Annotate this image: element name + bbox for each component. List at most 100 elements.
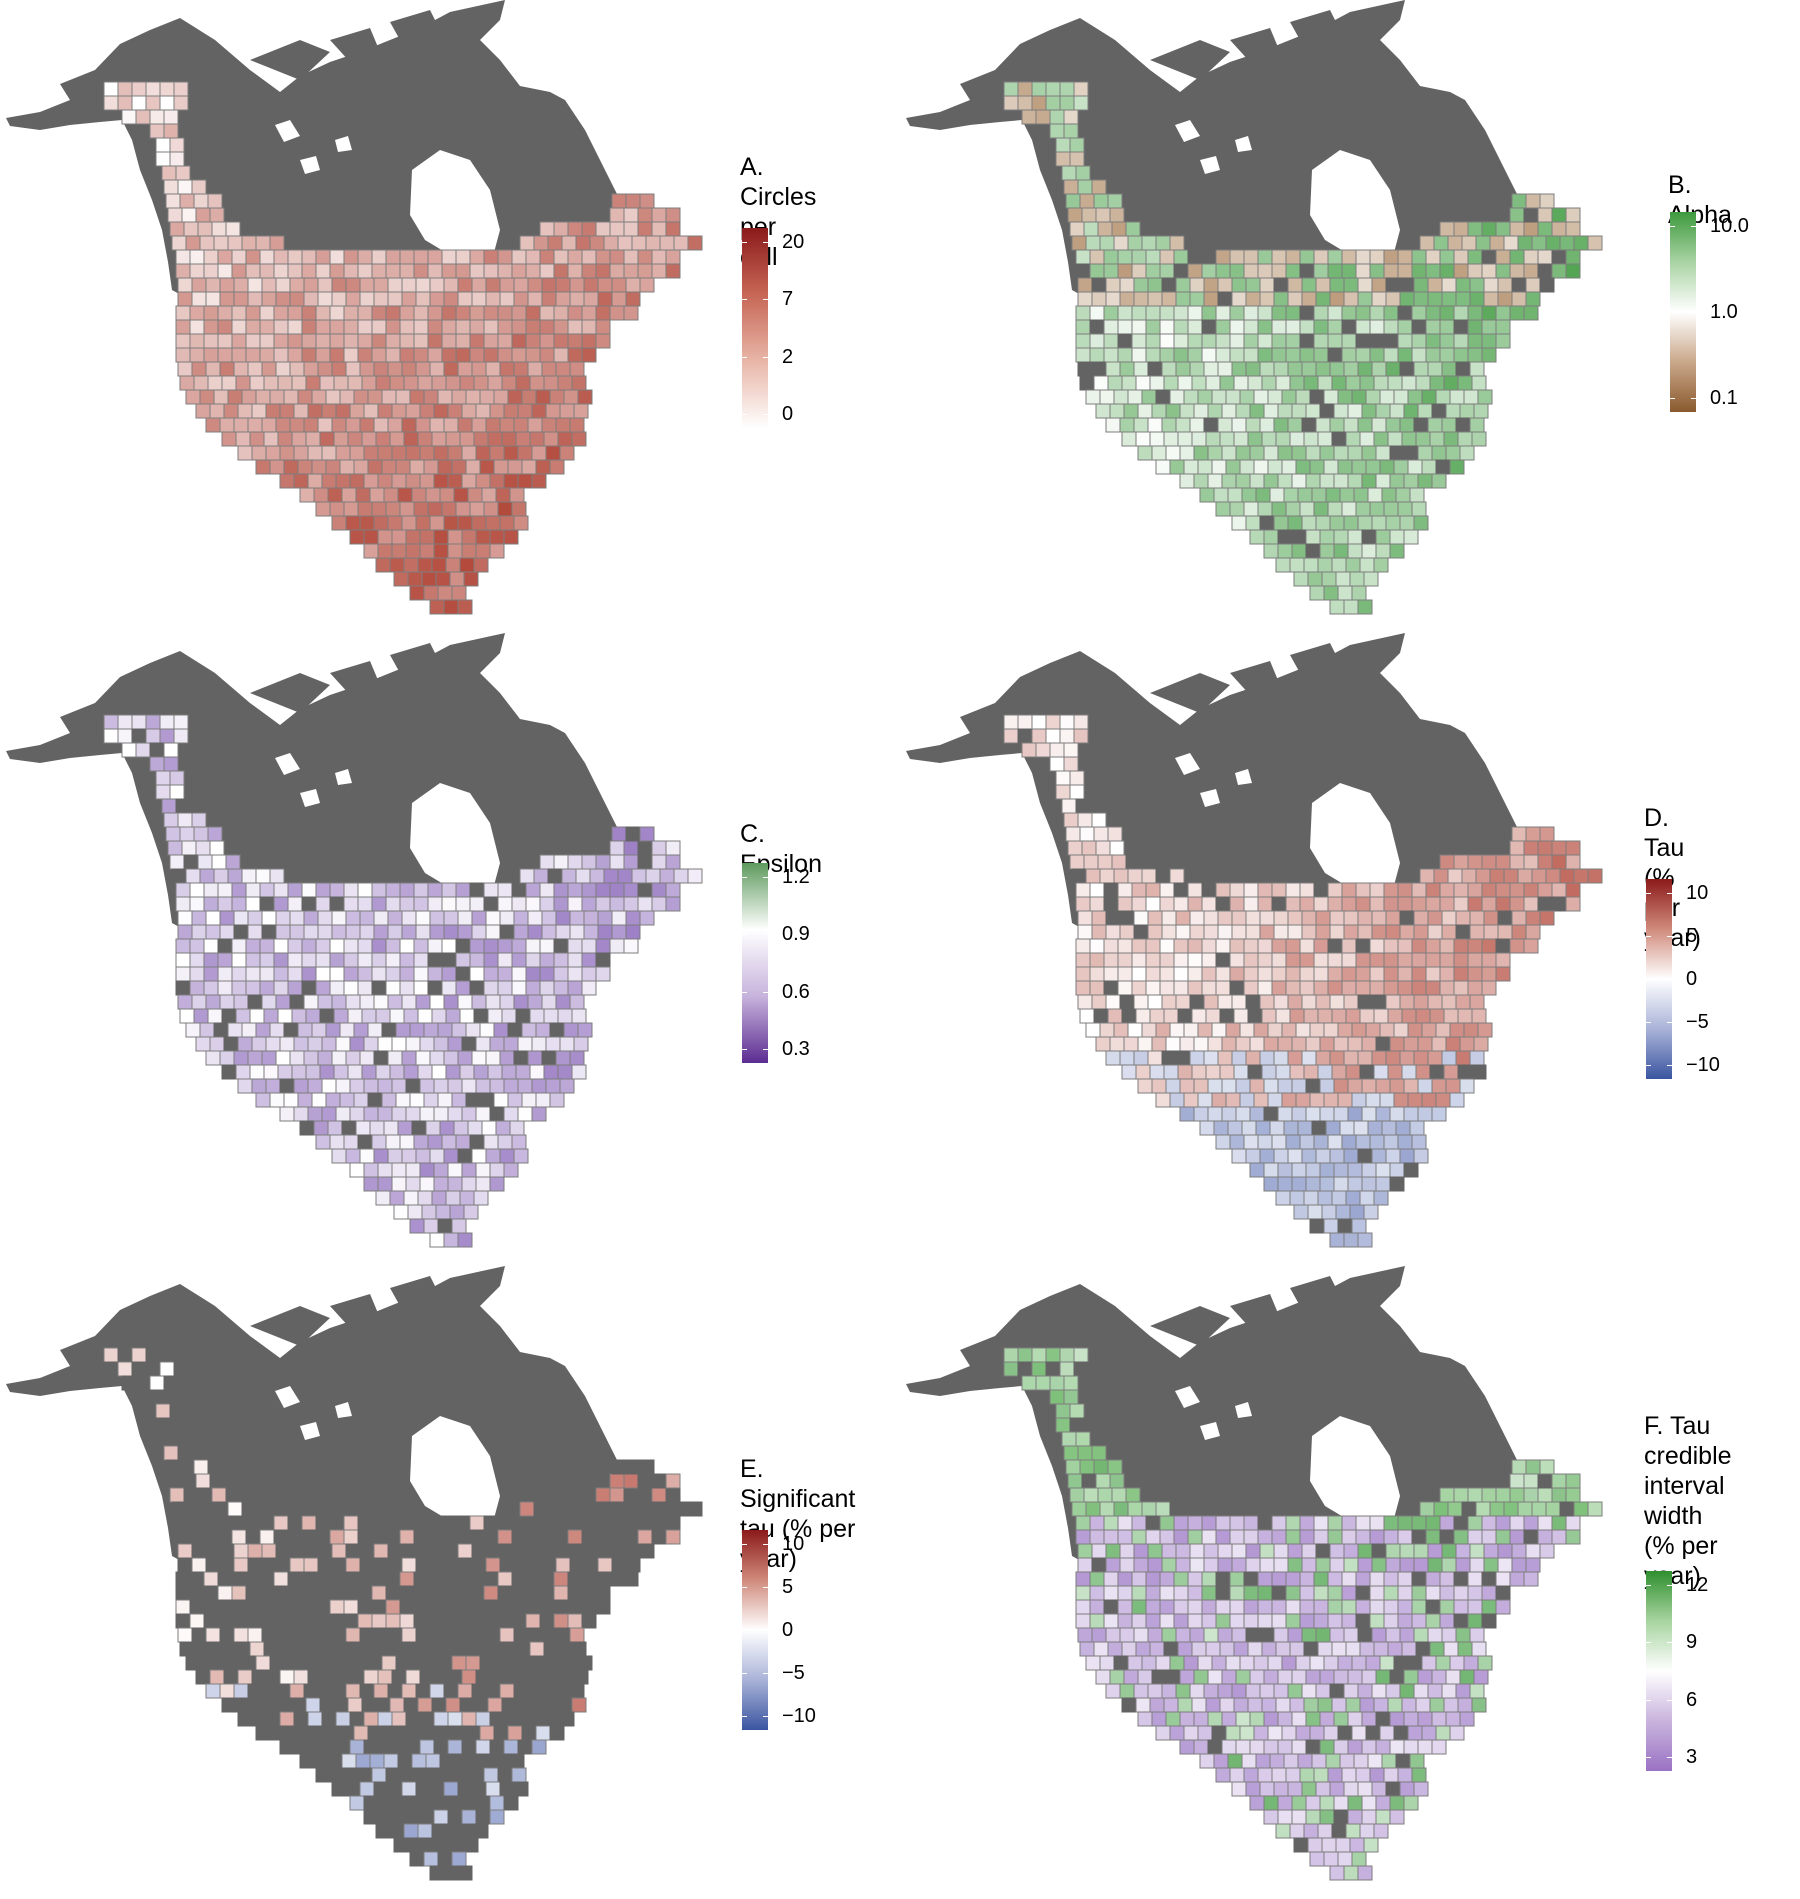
grid-cell <box>1100 1502 1114 1516</box>
grid-cell <box>238 1079 252 1093</box>
grid-cell <box>1482 897 1496 911</box>
grid-cell <box>1104 334 1118 348</box>
grid-cell <box>518 1037 532 1051</box>
grid-cell <box>414 953 428 967</box>
grid-cell <box>596 897 610 911</box>
grid-cell <box>442 897 456 911</box>
grid-cell <box>1302 292 1316 306</box>
grid-cell <box>232 897 246 911</box>
grid-cell <box>348 432 362 446</box>
grid-cell <box>414 897 428 911</box>
grid-cell <box>532 1670 546 1684</box>
grid-cell <box>1366 1093 1380 1107</box>
grid-cell <box>512 1768 526 1782</box>
grid-cell <box>1374 1698 1388 1712</box>
grid-cell <box>1386 362 1400 376</box>
grid-cell <box>1218 925 1232 939</box>
grid-cell <box>1152 446 1166 460</box>
grid-cell <box>456 1516 470 1530</box>
grid-cell <box>1134 911 1148 925</box>
grid-cell <box>176 1600 190 1614</box>
grid-cell <box>1354 1121 1368 1135</box>
grid-cell <box>1230 1530 1244 1544</box>
grid-cell <box>610 222 624 236</box>
grid-cell <box>212 1488 226 1502</box>
grid-cell <box>204 250 218 264</box>
grid-cell <box>1218 292 1232 306</box>
grid-cell <box>372 1614 386 1628</box>
grid-cell <box>1448 1502 1462 1516</box>
grid-cell <box>420 1107 434 1121</box>
grid-cell <box>1362 1810 1376 1824</box>
grid-cell <box>1398 1572 1412 1586</box>
grid-cell <box>1400 911 1414 925</box>
grid-cell <box>1244 306 1258 320</box>
grid-cell <box>1234 1009 1248 1023</box>
grid-cell <box>118 1348 132 1362</box>
grid-cell <box>1342 306 1356 320</box>
grid-cell <box>1286 334 1300 348</box>
grid-cell <box>448 1037 462 1051</box>
grid-cell <box>1362 1107 1376 1121</box>
grid-cell <box>1230 1586 1244 1600</box>
grid-cell <box>444 362 458 376</box>
grid-cell <box>340 1093 354 1107</box>
grid-cell <box>504 1670 518 1684</box>
grid-cell <box>406 1670 420 1684</box>
grid-cell <box>1358 418 1372 432</box>
grid-cell <box>336 404 350 418</box>
grid-cell <box>558 376 572 390</box>
grid-cell <box>512 1614 526 1628</box>
grid-cell <box>1110 208 1124 222</box>
grid-cell <box>422 1838 436 1852</box>
grid-cell <box>1150 376 1164 390</box>
grid-cell <box>1032 715 1046 729</box>
grid-cell <box>260 939 274 953</box>
grid-cell <box>1472 376 1486 390</box>
grid-cell <box>260 967 274 981</box>
grid-cell <box>456 250 470 264</box>
grid-cell <box>1230 334 1244 348</box>
grid-cell <box>292 432 306 446</box>
grid-cell <box>1402 1642 1416 1656</box>
grid-cell <box>444 516 458 530</box>
grid-cell <box>1310 1093 1324 1107</box>
grid-cell <box>1254 1656 1268 1670</box>
grid-cell <box>568 1516 582 1530</box>
grid-cell <box>414 981 428 995</box>
grid-cell <box>346 1051 360 1065</box>
grid-cell <box>1216 348 1230 362</box>
grid-cell <box>490 530 504 544</box>
grid-cell <box>260 264 274 278</box>
grid-cell <box>322 474 336 488</box>
grid-cell <box>1454 222 1468 236</box>
grid-cell <box>590 869 604 883</box>
grid-cell <box>526 1516 540 1530</box>
grid-cell <box>190 981 204 995</box>
grid-cell <box>1526 1544 1540 1558</box>
grid-cell <box>266 404 280 418</box>
grid-cell <box>1444 376 1458 390</box>
grid-cell <box>1282 1656 1296 1670</box>
grid-cell <box>530 376 544 390</box>
grid-cell <box>442 1530 456 1544</box>
grid-cell <box>498 334 512 348</box>
grid-cell <box>1352 1726 1366 1740</box>
grid-cell <box>1386 1149 1400 1163</box>
grid-cell <box>1566 208 1580 222</box>
grid-cell <box>1076 967 1090 981</box>
grid-cell <box>540 883 554 897</box>
grid-cell <box>486 418 500 432</box>
grid-cell <box>1334 1810 1348 1824</box>
grid-cell <box>1524 250 1538 264</box>
grid-cell <box>354 1093 368 1107</box>
grid-cell <box>1524 264 1538 278</box>
grid-cell <box>226 1488 240 1502</box>
grid-cell <box>1358 1558 1372 1572</box>
grid-cell <box>406 1079 420 1093</box>
grid-cell <box>1074 715 1088 729</box>
grid-cell <box>394 572 408 586</box>
grid-cell <box>1212 460 1226 474</box>
grid-cell <box>470 1768 484 1782</box>
grid-cell <box>1518 236 1532 250</box>
